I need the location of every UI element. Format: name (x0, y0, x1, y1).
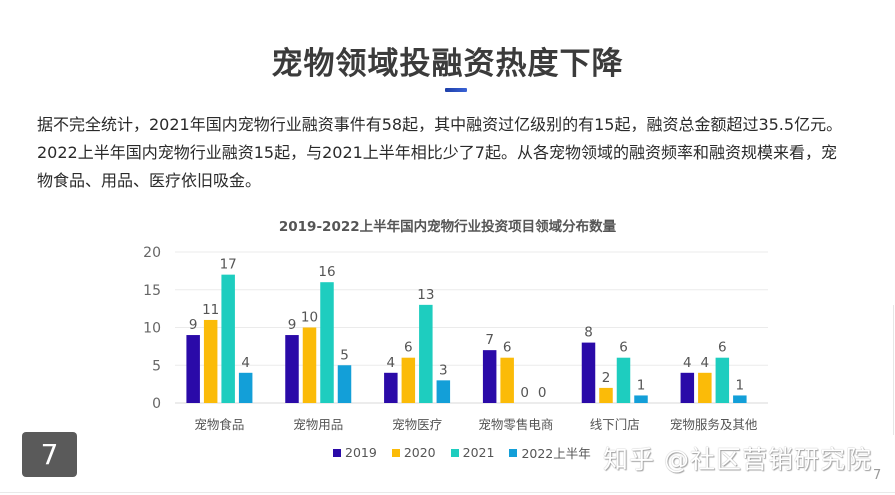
watermark: 知乎 @社区营销研究院 (603, 445, 872, 474)
y-tick-label: 0 (152, 396, 161, 412)
bar (482, 350, 497, 403)
y-tick-label: 10 (143, 321, 161, 337)
bar (698, 372, 712, 403)
x-tick-label: 宠物医疗 (392, 417, 442, 432)
y-tick-label: 20 (143, 245, 161, 261)
bar (285, 335, 299, 403)
data-label: 6 (404, 340, 413, 356)
data-label: 4 (683, 355, 692, 371)
data-label: 10 (301, 310, 318, 326)
bar (581, 342, 596, 403)
data-label: 6 (718, 340, 727, 356)
data-label: 5 (340, 347, 349, 363)
data-label: 4 (241, 355, 250, 371)
slide-title: 宠物领域投融资热度下降 (271, 46, 624, 82)
data-label: 4 (387, 355, 396, 371)
bar (715, 357, 730, 403)
bar (500, 357, 514, 403)
data-label: 1 (736, 377, 745, 393)
y-tick-label: 15 (143, 283, 161, 299)
bar (337, 365, 352, 403)
data-label: 13 (417, 287, 434, 303)
bar (599, 387, 613, 403)
bar (733, 395, 747, 403)
legend-item-2019: 2019 (333, 445, 377, 460)
x-tick-label: 宠物用品 (293, 417, 343, 432)
title-underline (445, 88, 467, 92)
bar (221, 274, 235, 403)
data-label: 11 (202, 302, 219, 318)
x-tick-label: 宠物服务及其他 (670, 417, 758, 432)
legend-swatch-2021 (450, 448, 459, 457)
data-label: 3 (439, 362, 448, 378)
data-label: 9 (288, 317, 297, 333)
data-label: 16 (318, 264, 335, 280)
data-label: 17 (220, 257, 237, 273)
legend-label-2022h1: 2022上半年 (521, 446, 591, 461)
page-number-small: 7 (873, 468, 882, 483)
bar (616, 357, 631, 403)
data-label: 6 (503, 340, 512, 356)
legend-swatch-2022h1 (509, 448, 518, 457)
data-label: 8 (584, 325, 593, 341)
data-label: 1 (637, 377, 646, 393)
y-tick-label: 5 (152, 358, 161, 374)
bar (401, 357, 416, 403)
chart-legend: 2019 2020 2021 2022上半年 (333, 443, 591, 462)
data-label: 4 (701, 355, 710, 371)
x-tick-label: 宠物零售电商 (478, 417, 553, 432)
bar (320, 282, 334, 403)
chart-title: 2019-2022上半年国内宠物行业投资项目领域分布数量 (278, 219, 617, 235)
x-tick-label: 线下门店 (590, 417, 640, 432)
right-border-line (893, 305, 894, 435)
summary-paragraph: 据不完全统计，2021年国内宠物行业融资事件有58起，其中融资过亿级别的有15起… (37, 115, 843, 190)
bar (436, 380, 451, 403)
bar (419, 304, 433, 403)
bottom-border-line (0, 492, 895, 493)
data-label: 7 (485, 332, 494, 348)
legend-item-2022h1: 2022上半年 (509, 443, 591, 462)
bar (680, 372, 695, 403)
data-label: 0 (520, 385, 529, 401)
bar (186, 335, 200, 403)
data-label: 2 (602, 370, 611, 386)
legend-label-2020: 2020 (403, 445, 436, 460)
data-label: 6 (619, 340, 628, 356)
x-tick-label: 宠物食品 (194, 417, 244, 432)
legend-item-2021: 2021 (450, 445, 495, 460)
bar (203, 319, 218, 403)
legend-label-2021: 2021 (462, 445, 495, 460)
legend-item-2020: 2020 (391, 445, 436, 460)
bar (384, 372, 398, 403)
bar (634, 395, 648, 403)
page-number-badge: 7 (22, 432, 77, 477)
bar (238, 372, 253, 403)
bar (302, 327, 317, 403)
data-label: 0 (538, 385, 547, 401)
legend-swatch-2019 (333, 448, 341, 457)
data-label: 9 (189, 317, 198, 333)
legend-swatch-2020 (391, 448, 400, 457)
legend-label-2019: 2019 (345, 445, 377, 460)
